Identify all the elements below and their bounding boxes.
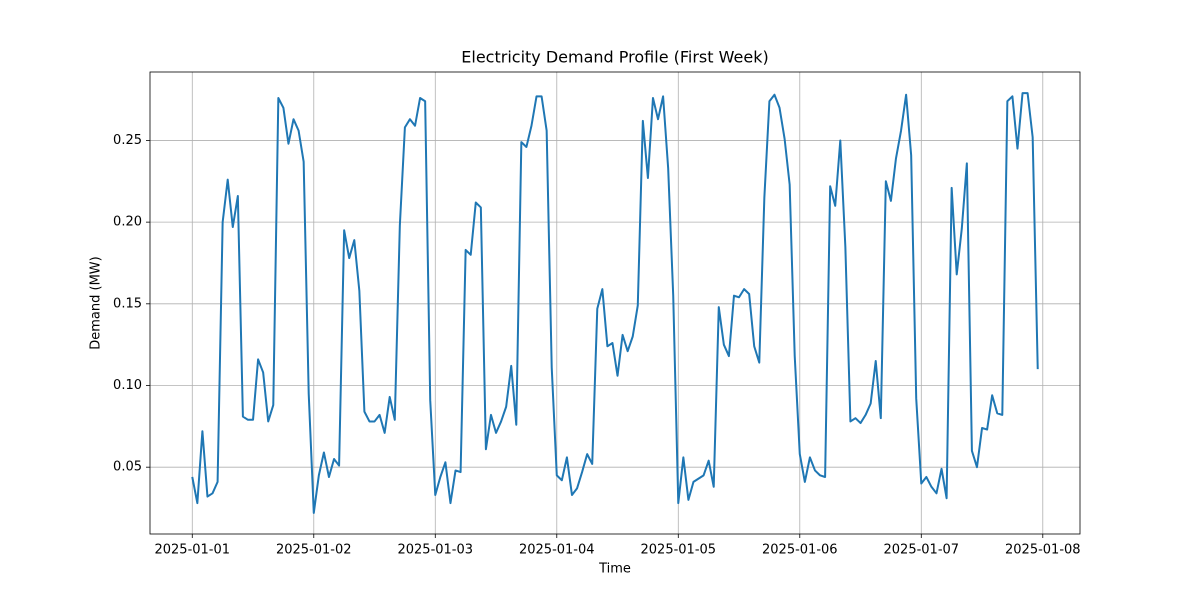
x-tick-label: 2025-01-08 [1005,543,1081,558]
y-tick-label: 0.25 [113,133,142,148]
x-tick-label: 2025-01-05 [641,543,717,558]
chart-title: Electricity Demand Profile (First Week) [461,48,768,67]
x-tick-label: 2025-01-02 [276,543,352,558]
y-tick-label: 0.15 [113,296,142,311]
x-tick-label: 2025-01-03 [397,543,473,558]
plot-frame [149,71,1081,535]
data-line [191,92,1039,514]
y-tick-label: 0.10 [113,378,142,393]
y-tick-label: 0.05 [113,460,142,475]
y-axis-label: Demand (MW) [89,256,104,349]
x-tick-label: 2025-01-07 [884,543,960,558]
x-tick-label: 2025-01-01 [154,543,230,558]
y-tick-label: 0.20 [113,215,142,230]
x-axis-label: Time [598,562,631,577]
x-tick-label: 2025-01-04 [519,543,595,558]
x-tick-label: 2025-01-06 [762,543,838,558]
